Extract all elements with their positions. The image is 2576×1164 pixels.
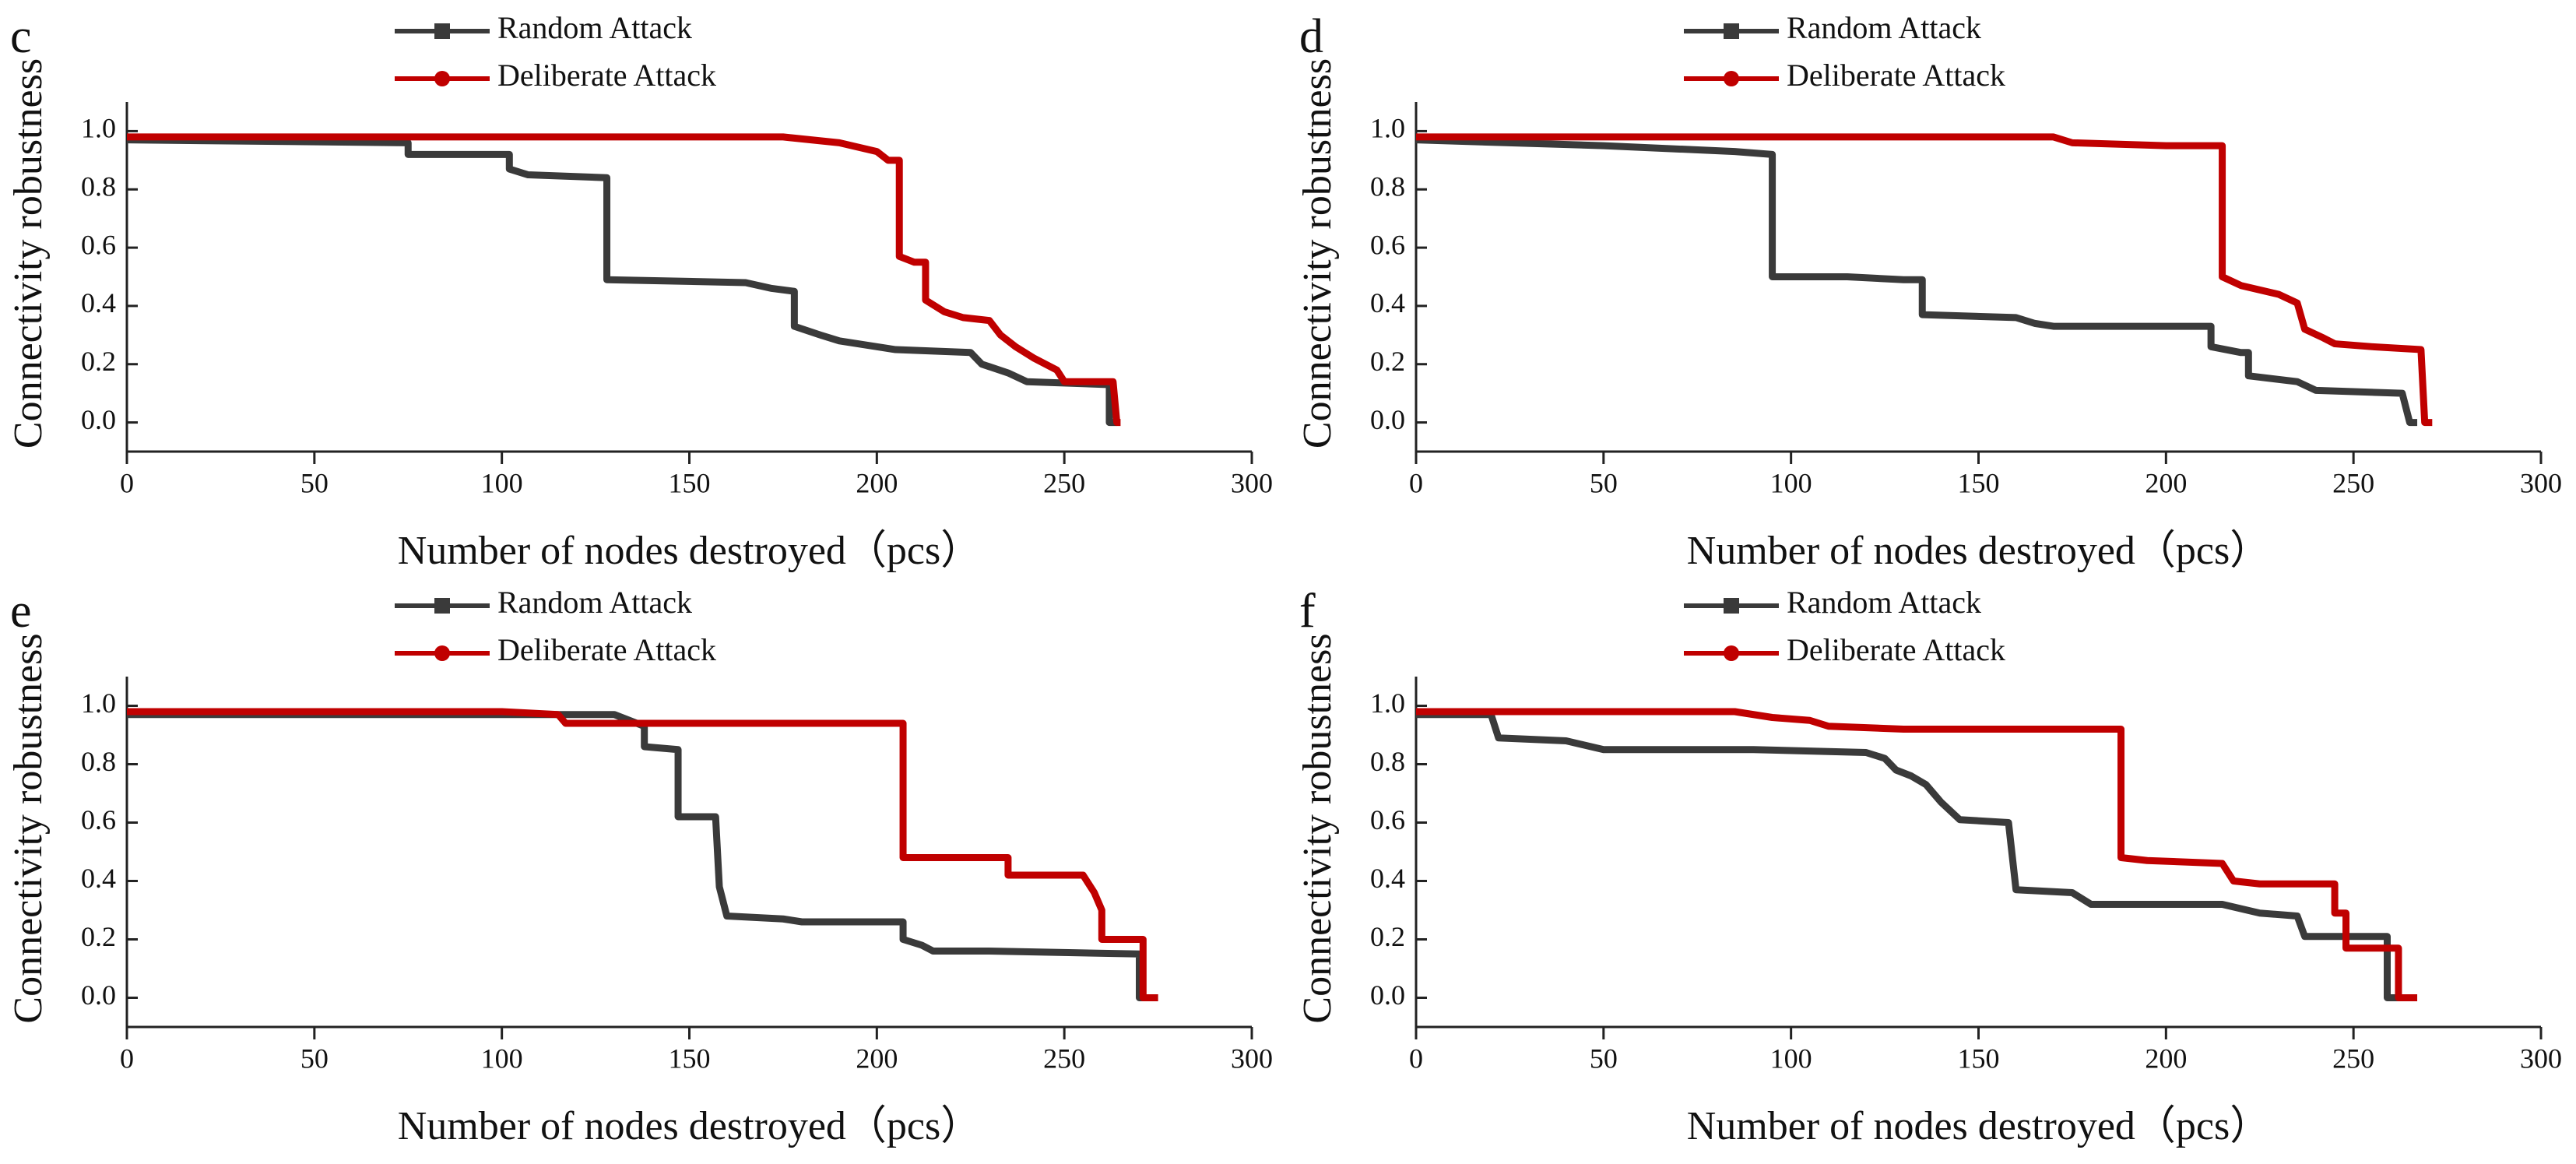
y-tick-label: 0.2: [1370, 921, 1405, 952]
panel: 0.0 0.2 0.4 0.6 0.8 1.0 0 50 100 150 200 250 300 Numb…: [6, 585, 1273, 1148]
x-tick-label: 200: [856, 1043, 898, 1074]
legend-label: Random Attack: [497, 10, 692, 45]
y-tick-label: 0.4: [81, 863, 116, 894]
x-tick-label: 150: [669, 1043, 711, 1074]
x-tick-label: 250: [1043, 467, 1085, 498]
y-tick-label: 0.6: [81, 229, 116, 260]
y-axis-label: Connectivity robustness: [6, 633, 51, 1023]
x-tick-label: 50: [300, 1043, 329, 1074]
y-tick-label: 0.2: [81, 346, 116, 377]
x-tick-label: 300: [2520, 467, 2562, 498]
panel-label: e: [10, 585, 32, 638]
x-tick-label: 250: [2332, 467, 2374, 498]
x-tick-label: 300: [2520, 1043, 2562, 1074]
y-tick-label: 1.0: [81, 113, 116, 144]
y-tick-label: 0.8: [1370, 171, 1405, 202]
y-tick-label: 1.0: [81, 687, 116, 719]
y-axis-label: Connectivity robustness: [6, 58, 51, 448]
y-tick-label: 1.0: [1370, 113, 1405, 144]
y-tick-label: 0.0: [81, 404, 116, 435]
x-tick-label: 100: [1770, 1043, 1812, 1074]
x-axis-label: Number of nodes destroyed（pcs）: [1687, 529, 2271, 573]
data-line: [126, 136, 1117, 427]
y-tick-label: 0.8: [81, 171, 116, 202]
y-tick-label: 0.6: [1370, 804, 1405, 835]
data-line: [127, 133, 1121, 427]
x-tick-label: 200: [2145, 1043, 2187, 1074]
x-tick-label: 250: [1043, 1043, 1085, 1074]
data-line: [1416, 708, 2418, 1001]
y-tick-label: 0.2: [81, 921, 116, 952]
legend-marker: [1724, 23, 1739, 39]
y-tick-label: 0.8: [1370, 746, 1405, 777]
legend-marker: [434, 23, 450, 39]
legend-marker: [1724, 645, 1739, 661]
data-line: [1416, 133, 2433, 427]
x-axis-label: Number of nodes destroyed（pcs）: [1687, 1104, 2271, 1148]
x-tick-label: 200: [856, 467, 898, 498]
y-tick-label: 0.0: [1370, 404, 1405, 435]
x-tick-label: 0: [120, 1043, 134, 1074]
y-tick-label: 0.0: [81, 979, 116, 1011]
panel-label: d: [1299, 10, 1323, 63]
x-tick-label: 200: [2145, 467, 2187, 498]
x-tick-label: 300: [1231, 1043, 1273, 1074]
x-tick-label: 300: [1231, 467, 1273, 498]
legend-label: Deliberate Attack: [1787, 58, 2005, 93]
x-axis-label: Number of nodes destroyed（pcs）: [398, 529, 982, 573]
x-tick-label: 100: [1770, 467, 1812, 498]
x-tick-label: 0: [1409, 1043, 1423, 1074]
y-tick-label: 0.2: [1370, 346, 1405, 377]
legend-label: Random Attack: [1787, 585, 1981, 620]
x-tick-label: 0: [120, 467, 134, 498]
legend-marker: [434, 598, 450, 614]
y-tick-label: 1.0: [1370, 687, 1405, 719]
y-axis-label: Connectivity robustness: [1295, 58, 1340, 448]
panel-label: f: [1299, 585, 1316, 638]
legend-label: Deliberate Attack: [497, 58, 716, 93]
panel: 0.0 0.2 0.4 0.6 0.8 1.0 0 50 100 150 200 250 300 Numb…: [1295, 10, 2562, 573]
x-tick-label: 250: [2332, 1043, 2374, 1074]
legend-marker: [1724, 71, 1739, 86]
x-tick-label: 50: [1590, 1043, 1618, 1074]
legend-label: Deliberate Attack: [497, 632, 716, 667]
x-tick-label: 100: [481, 467, 523, 498]
x-tick-label: 50: [300, 467, 329, 498]
panel: 0.0 0.2 0.4 0.6 0.8 1.0 0 50 100 150 200 250 300 Numb…: [1295, 585, 2562, 1148]
y-tick-label: 0.4: [1370, 287, 1405, 318]
legend-marker: [434, 71, 450, 86]
legend-label: Random Attack: [497, 585, 692, 620]
y-tick-label: 0.6: [1370, 229, 1405, 260]
data-line: [1416, 711, 2399, 1001]
y-tick-label: 0.0: [1370, 979, 1405, 1011]
y-tick-label: 0.4: [1370, 863, 1405, 894]
x-tick-label: 50: [1590, 467, 1618, 498]
panel-label: c: [10, 10, 32, 63]
legend-marker: [434, 645, 450, 661]
x-axis-label: Number of nodes destroyed（pcs）: [398, 1104, 982, 1148]
x-tick-label: 150: [1958, 467, 2000, 498]
x-tick-label: 100: [481, 1043, 523, 1074]
y-axis-label: Connectivity robustness: [1295, 633, 1340, 1023]
y-tick-label: 0.8: [81, 746, 116, 777]
y-tick-label: 0.6: [81, 804, 116, 835]
legend-marker: [1724, 598, 1739, 614]
panel: 0.0 0.2 0.4 0.6 0.8 1.0 0 50 100 150 200 250 300 Numb…: [6, 10, 1273, 573]
data-line: [127, 708, 1158, 1001]
legend-label: Random Attack: [1787, 10, 1981, 45]
y-tick-label: 0.4: [81, 287, 116, 318]
x-tick-label: 150: [1958, 1043, 2000, 1074]
legend-label: Deliberate Attack: [1787, 632, 2005, 667]
x-tick-label: 150: [669, 467, 711, 498]
data-line: [1415, 136, 2418, 427]
data-line: [127, 711, 1158, 1001]
x-tick-label: 0: [1409, 467, 1423, 498]
